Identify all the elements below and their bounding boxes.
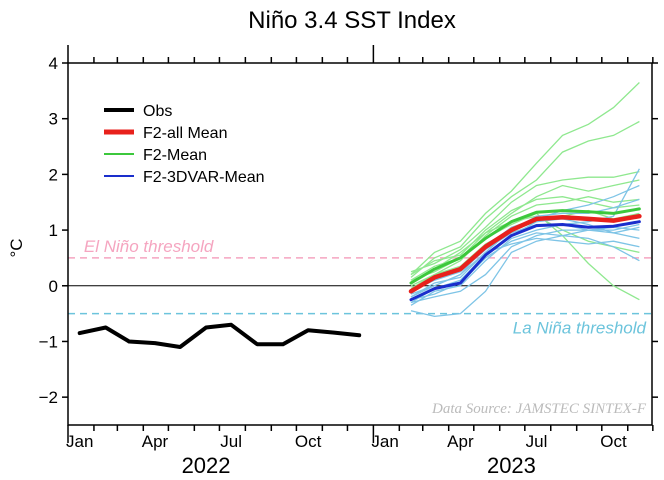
legend-label: F2-3DVAR-Mean bbox=[143, 169, 265, 186]
x-tick-label: Jul bbox=[220, 432, 242, 451]
data-source-label: Data Source: JAMSTEC SINTEX-F bbox=[431, 401, 647, 417]
y-tick-label: 3 bbox=[49, 110, 58, 129]
series-line-f2-all-mean bbox=[408, 213, 642, 294]
x-tick-label: Oct bbox=[600, 432, 627, 451]
y-tick-label: −1 bbox=[39, 332, 58, 351]
series-line-f2-3dvar-mean bbox=[409, 220, 641, 302]
series-line-f2-mean bbox=[409, 207, 641, 285]
x-tick-label: Jan bbox=[66, 432, 93, 451]
x-year-label: 2022 bbox=[182, 453, 231, 478]
y-tick-label: 4 bbox=[49, 54, 58, 73]
el-nino-threshold-label: El Niño threshold bbox=[84, 237, 214, 256]
y-tick-label: 0 bbox=[49, 277, 58, 296]
x-year-label: 2023 bbox=[487, 453, 536, 478]
member-line-0 bbox=[410, 82, 640, 276]
member-line-8 bbox=[410, 196, 640, 276]
plot-area: El Niño threshold La Niña threshold Data S… bbox=[39, 45, 658, 478]
y-tick-label: 1 bbox=[49, 221, 58, 240]
member-line-17 bbox=[410, 237, 640, 298]
x-tick-label: Oct bbox=[295, 432, 322, 451]
member-line-4 bbox=[410, 196, 640, 287]
legend-label: F2-all Mean bbox=[143, 125, 227, 142]
member-line-1 bbox=[410, 120, 640, 278]
chart-title: Niño 3.4 SST Index bbox=[248, 7, 456, 34]
x-tick-label: Jan bbox=[371, 432, 398, 451]
plot-frame bbox=[67, 62, 653, 426]
member-line-10 bbox=[410, 223, 640, 318]
y-axis-label: °C bbox=[7, 238, 26, 257]
legend: Obs F2-all Mean F2-Mean F2-3DVAR-Mean bbox=[104, 103, 265, 186]
y-tick-label: 2 bbox=[49, 165, 58, 184]
series-line-obs bbox=[77, 322, 362, 349]
legend-label: Obs bbox=[143, 103, 172, 120]
y-tick-label: −2 bbox=[39, 388, 58, 407]
x-tick-label: Jul bbox=[526, 432, 548, 451]
legend-label: F2-Mean bbox=[143, 147, 207, 164]
member-line-2 bbox=[410, 170, 640, 273]
x-tick-label: Apr bbox=[447, 432, 474, 451]
x-tick-label: Apr bbox=[142, 432, 169, 451]
la-nina-threshold-label: La Niña threshold bbox=[513, 319, 647, 338]
